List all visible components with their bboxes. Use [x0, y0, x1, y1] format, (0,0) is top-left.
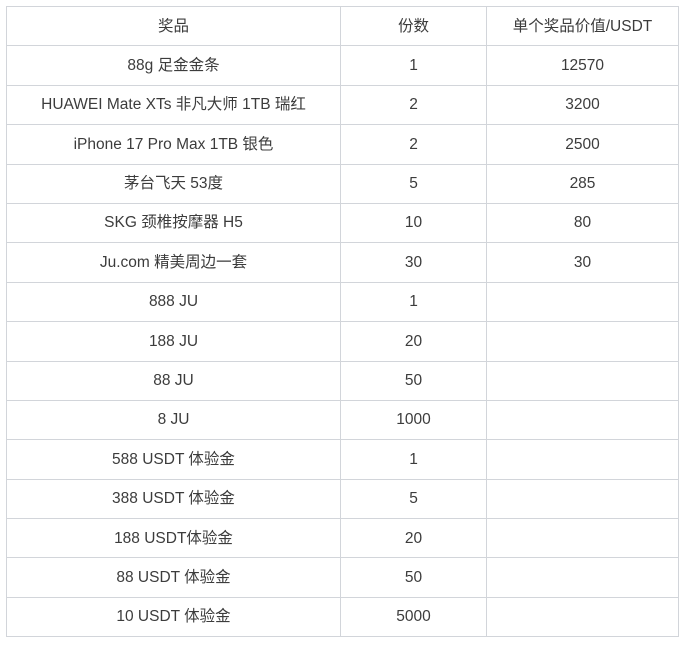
table-row: 茅台飞天 53度 5 285: [6, 163, 679, 204]
table-row: SKG 颈椎按摩器 H5 10 80: [6, 202, 679, 244]
cell-prize-name: 388 USDT 体验金: [6, 478, 341, 520]
table-header: 奖品 份数 单个奖品价值/USDT: [6, 5, 679, 47]
table-body: 88g 足金金条 1 12570 HUAWEI Mate XTs 非凡大师 1TB 瑞…: [6, 45, 679, 638]
cell-quantity: 1: [340, 281, 487, 323]
cell-unit-value: [486, 518, 679, 559]
table-header-row: 奖品 份数 单个奖品价值/USDT: [6, 5, 679, 47]
table-row: iPhone 17 Pro Max 1TB 银色 2 2500: [6, 124, 679, 165]
cell-quantity: 5000: [340, 596, 487, 638]
cell-quantity: 20: [340, 321, 487, 362]
cell-prize-name: 188 USDT体验金: [6, 518, 341, 559]
cell-unit-value: [486, 360, 679, 401]
cell-unit-value: [486, 596, 679, 638]
cell-prize-name: 10 USDT 体验金: [6, 596, 341, 638]
table-row: HUAWEI Mate XTs 非凡大师 1TB 瑞红 2 3200: [6, 84, 679, 126]
cell-unit-value: [486, 439, 679, 480]
cell-unit-value: 285: [486, 163, 679, 204]
cell-quantity: 1: [340, 45, 487, 86]
cell-quantity: 30: [340, 242, 487, 283]
cell-unit-value: 80: [486, 202, 679, 244]
column-header-quantity: 份数: [340, 5, 487, 47]
cell-quantity: 1000: [340, 399, 487, 441]
table-row: 388 USDT 体验金 5: [6, 478, 679, 520]
table-row: Ju.com 精美周边一套 30 30: [6, 242, 679, 283]
cell-quantity: 1: [340, 439, 487, 480]
prize-table-container: 奖品 份数 单个奖品价值/USDT 88g 足金金条 1 12570 HUAWEI M…: [6, 5, 679, 638]
table-row: 8 JU 1000: [6, 399, 679, 441]
cell-quantity: 5: [340, 163, 487, 204]
cell-unit-value: [486, 557, 679, 598]
cell-unit-value: [486, 281, 679, 323]
column-header-prize: 奖品: [6, 5, 341, 47]
table-row: 188 USDT体验金 20: [6, 518, 679, 559]
cell-unit-value: [486, 321, 679, 362]
cell-prize-name: Ju.com 精美周边一套: [6, 242, 341, 283]
cell-quantity: 2: [340, 84, 487, 126]
cell-quantity: 2: [340, 124, 487, 165]
cell-prize-name: 588 USDT 体验金: [6, 439, 341, 480]
cell-quantity: 50: [340, 557, 487, 598]
table-row: 588 USDT 体验金 1: [6, 439, 679, 480]
prize-table: 奖品 份数 单个奖品价值/USDT 88g 足金金条 1 12570 HUAWEI M…: [6, 5, 679, 638]
cell-prize-name: 88g 足金金条: [6, 45, 341, 86]
table-row: 88 USDT 体验金 50: [6, 557, 679, 598]
cell-quantity: 10: [340, 202, 487, 244]
table-row: 888 JU 1: [6, 281, 679, 323]
cell-quantity: 5: [340, 478, 487, 520]
column-header-unit-value: 单个奖品价值/USDT: [486, 5, 679, 47]
cell-prize-name: iPhone 17 Pro Max 1TB 银色: [6, 124, 341, 165]
cell-quantity: 50: [340, 360, 487, 401]
cell-unit-value: 3200: [486, 84, 679, 126]
cell-quantity: 20: [340, 518, 487, 559]
cell-prize-name: 茅台飞天 53度: [6, 163, 341, 204]
table-row: 188 JU 20: [6, 321, 679, 362]
cell-unit-value: [486, 399, 679, 441]
cell-unit-value: 2500: [486, 124, 679, 165]
cell-unit-value: [486, 478, 679, 520]
cell-prize-name: 88 USDT 体验金: [6, 557, 341, 598]
cell-prize-name: 8 JU: [6, 399, 341, 441]
cell-unit-value: 30: [486, 242, 679, 283]
cell-prize-name: SKG 颈椎按摩器 H5: [6, 202, 341, 244]
cell-unit-value: 12570: [486, 45, 679, 86]
cell-prize-name: 888 JU: [6, 281, 341, 323]
cell-prize-name: 88 JU: [6, 360, 341, 401]
table-row: 88g 足金金条 1 12570: [6, 45, 679, 86]
table-row: 10 USDT 体验金 5000: [6, 596, 679, 638]
cell-prize-name: 188 JU: [6, 321, 341, 362]
cell-prize-name: HUAWEI Mate XTs 非凡大师 1TB 瑞红: [6, 84, 341, 126]
table-row: 88 JU 50: [6, 360, 679, 401]
